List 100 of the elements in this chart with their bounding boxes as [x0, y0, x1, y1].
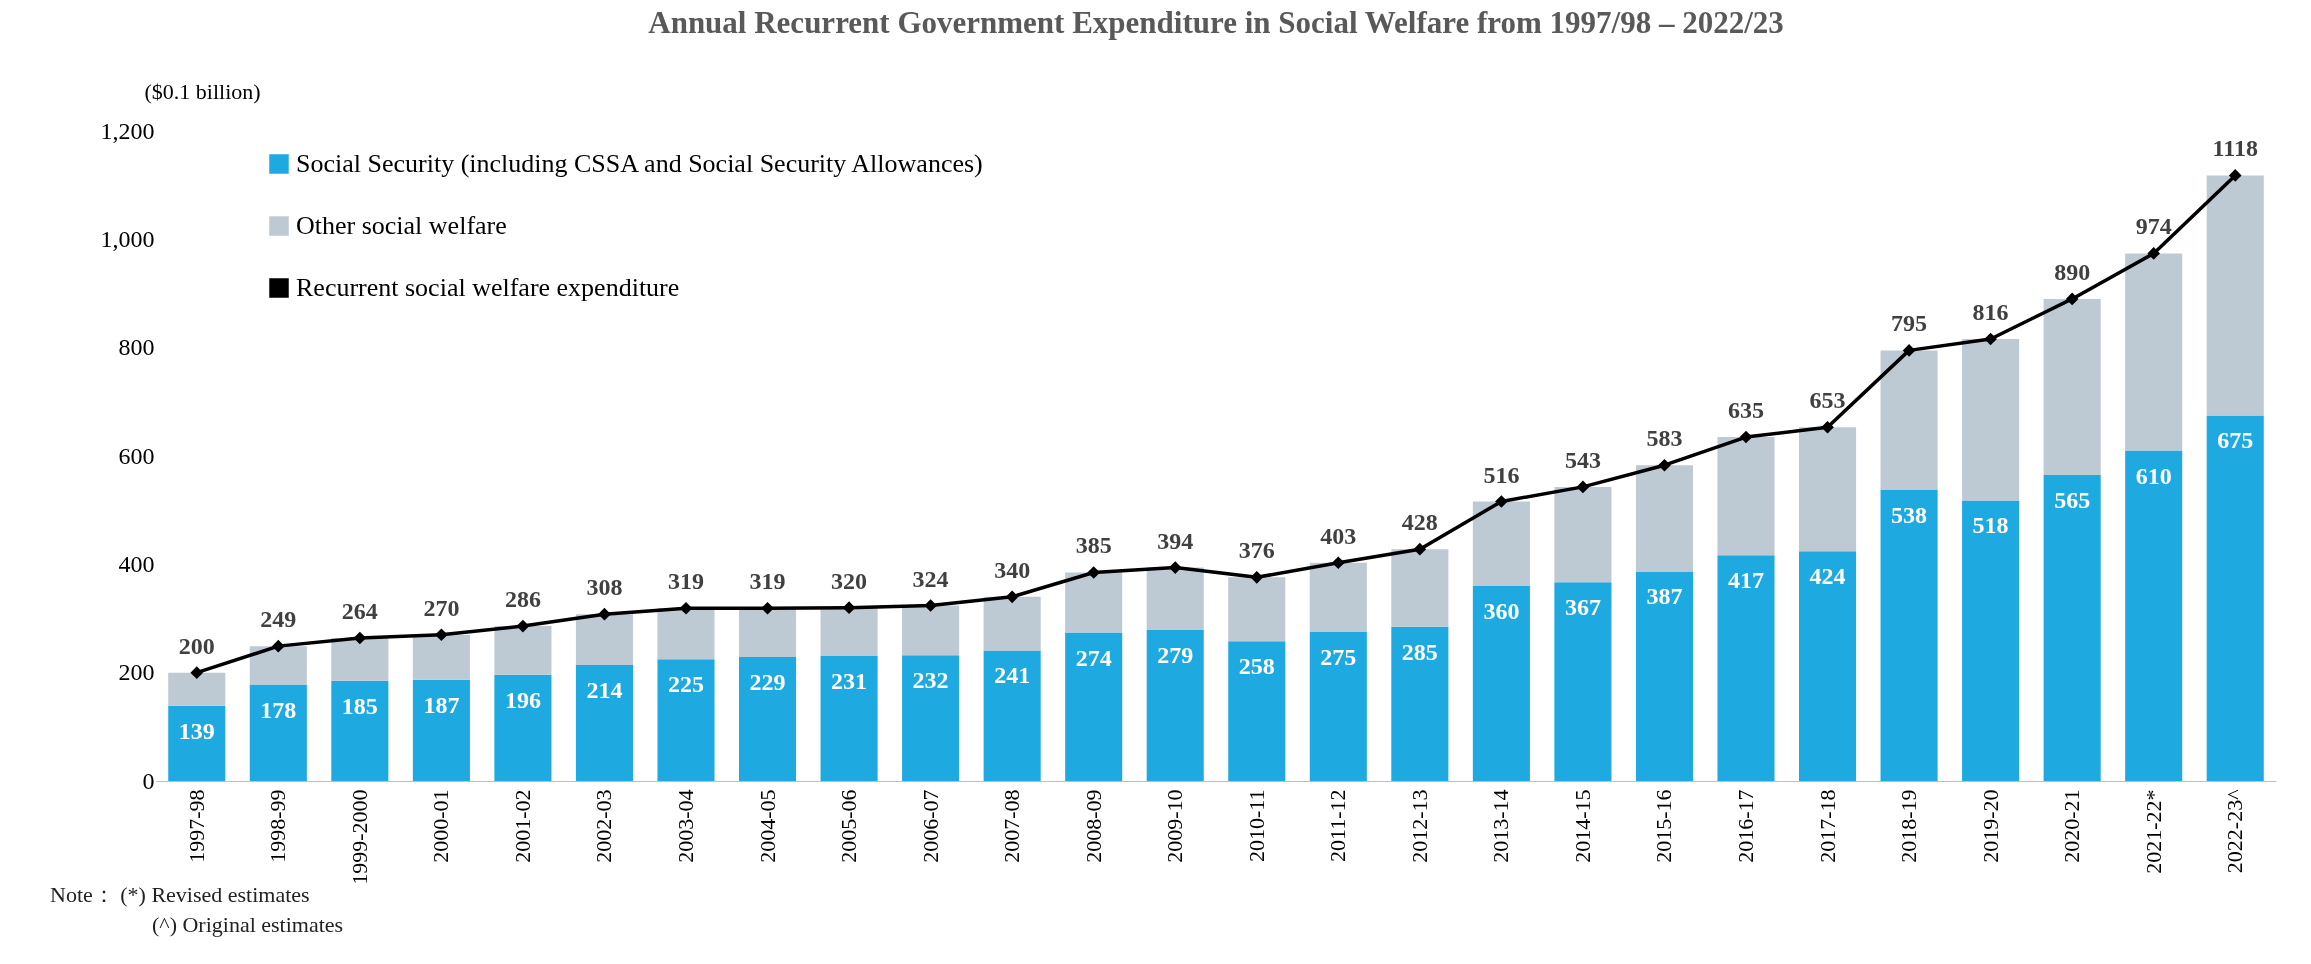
- x-tick-label: 2017-18: [1814, 789, 1840, 863]
- point: [516, 619, 530, 633]
- point: [1168, 561, 1182, 574]
- bar: [1228, 577, 1286, 642]
- data-label: 360: [1483, 598, 1520, 624]
- data-label: 264: [341, 598, 378, 624]
- x-tick-label: 2013-14: [1488, 789, 1514, 863]
- point: [1984, 332, 1997, 346]
- bar: [249, 684, 307, 781]
- bar: [2043, 474, 2101, 781]
- data-label: 185: [341, 692, 378, 719]
- data-label: 543: [1564, 446, 1601, 473]
- point: [598, 607, 611, 621]
- text: (^) Original estimates: [151, 911, 344, 939]
- data-label: 258: [1238, 653, 1275, 680]
- data-label: 816: [1972, 299, 2009, 325]
- data-label: 196: [504, 686, 541, 713]
- bar: [1717, 555, 1775, 781]
- data-label: 340: [994, 556, 1031, 583]
- bar: [1717, 437, 1775, 556]
- point: [1087, 566, 1101, 579]
- data-label: 285: [1401, 638, 1438, 665]
- data-label: 516: [1483, 461, 1520, 488]
- bar: [1391, 549, 1449, 627]
- data-label: 424: [1809, 563, 1846, 590]
- bar: [331, 638, 389, 681]
- point: [1739, 430, 1753, 444]
- bar: [412, 679, 470, 781]
- bar: [657, 659, 715, 781]
- bar: [1065, 632, 1123, 781]
- bar: [820, 607, 878, 656]
- data-label: 387: [1646, 583, 1683, 610]
- data-label: 538: [1891, 501, 1928, 528]
- bar: [983, 596, 1041, 651]
- bar: [1635, 571, 1693, 781]
- y-tick-label: 0: [142, 767, 155, 794]
- data-label: 324: [912, 565, 949, 592]
- x-tick-label: 2004-05: [754, 789, 780, 863]
- point: [1005, 590, 1019, 604]
- text: Note： (*) Revised estimates: [50, 881, 311, 909]
- x-tick-label: 2022-23^: [2222, 788, 2248, 874]
- bar: [902, 655, 960, 781]
- point: [842, 601, 856, 614]
- y-tick-label: 600: [118, 442, 155, 469]
- bar: [1962, 500, 2020, 781]
- data-label: 403: [1320, 522, 1357, 549]
- x-tick-label: 2021-22*: [2140, 789, 2166, 874]
- bar: [739, 608, 797, 657]
- x-tick-label: 2001-02: [509, 789, 535, 863]
- data-label: 367: [1564, 594, 1601, 621]
- data-label: 974: [2135, 213, 2172, 240]
- x-tick-label: 2010-11: [1243, 789, 1269, 863]
- bar: [249, 646, 307, 685]
- point: [1902, 344, 1916, 357]
- x-tick-label: 1997-98: [183, 789, 209, 863]
- bar: [1065, 572, 1123, 633]
- data-label: 214: [586, 677, 623, 704]
- bar: [1228, 641, 1286, 781]
- point: [271, 639, 285, 653]
- data-label: 319: [668, 568, 704, 595]
- bar: [331, 680, 389, 781]
- data-label: 286: [504, 586, 541, 613]
- bar: [168, 705, 226, 781]
- bar: [1146, 629, 1204, 781]
- bar: [1799, 551, 1857, 781]
- point: [1413, 542, 1427, 556]
- x-tick-label: 2008-09: [1080, 789, 1106, 863]
- bar: [168, 672, 226, 706]
- point: [1250, 571, 1264, 584]
- bar: [1635, 465, 1693, 572]
- bar: [2125, 450, 2183, 781]
- data-label: 274: [1075, 644, 1112, 671]
- data-label: 675: [2217, 427, 2254, 454]
- data-label: 241: [994, 662, 1031, 689]
- data-label: 275: [1320, 644, 1357, 671]
- bar: [902, 605, 960, 656]
- x-tick-label: 2018-19: [1896, 789, 1922, 863]
- x-tick-label: 2014-15: [1569, 789, 1595, 863]
- x-tick-label: 2020-21: [2059, 789, 2085, 863]
- data-label: 320: [831, 567, 868, 594]
- bar: [2125, 253, 2183, 451]
- point: [1821, 420, 1834, 434]
- bar: [1799, 427, 1857, 552]
- point: [1331, 556, 1345, 570]
- data-label: 139: [178, 717, 215, 744]
- bar: [494, 626, 552, 675]
- legend-label: Recurrent social welfare expenditure: [296, 273, 680, 302]
- x-tick-label: 1999-2000: [346, 789, 372, 885]
- data-label: 795: [1891, 310, 1928, 337]
- point: [761, 601, 774, 615]
- data-label: 231: [831, 667, 868, 694]
- bar: [2206, 415, 2264, 781]
- data-label: 385: [1075, 532, 1112, 559]
- point: [1495, 495, 1508, 508]
- bar: [494, 674, 552, 781]
- y-tick-label: 200: [118, 659, 155, 686]
- data-label: 1118: [2212, 135, 2258, 162]
- bar: [983, 650, 1041, 781]
- point: [1658, 458, 1671, 472]
- bar: [1962, 339, 2020, 501]
